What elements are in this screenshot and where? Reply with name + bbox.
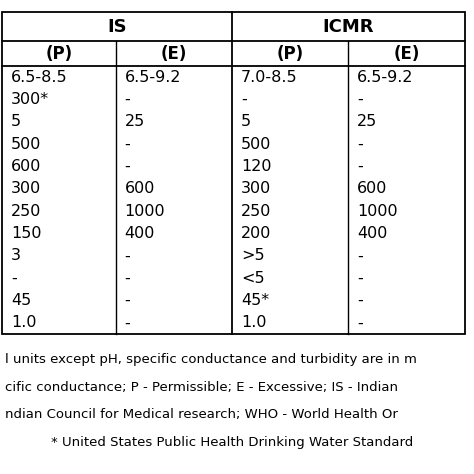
Text: (E): (E): [161, 45, 187, 63]
Text: <5: <5: [241, 271, 264, 286]
Text: 25: 25: [125, 114, 145, 129]
Text: -: -: [357, 248, 363, 264]
Text: >5: >5: [241, 248, 264, 264]
Text: -: -: [125, 159, 130, 174]
Text: 7.0-8.5: 7.0-8.5: [241, 70, 297, 84]
Text: -: -: [357, 271, 363, 286]
Text: cific conductance; P - Permissible; E - Excessive; IS - Indian: cific conductance; P - Permissible; E - …: [5, 381, 398, 393]
Text: 25: 25: [357, 114, 377, 129]
Text: 300: 300: [241, 182, 271, 196]
Text: 250: 250: [11, 204, 41, 219]
Text: 300: 300: [11, 182, 41, 196]
Text: 5: 5: [11, 114, 21, 129]
Text: 45*: 45*: [241, 293, 269, 308]
Text: -: -: [125, 92, 130, 107]
Text: -: -: [357, 159, 363, 174]
Text: -: -: [125, 293, 130, 308]
Text: -: -: [125, 271, 130, 286]
Text: 600: 600: [11, 159, 41, 174]
Text: 600: 600: [125, 182, 155, 196]
Text: 6.5-8.5: 6.5-8.5: [11, 70, 67, 84]
Text: 1.0: 1.0: [241, 316, 266, 330]
Text: 5: 5: [241, 114, 251, 129]
Text: 200: 200: [241, 226, 271, 241]
Text: -: -: [357, 316, 363, 330]
Text: * United States Public Health Drinking Water Standard: * United States Public Health Drinking W…: [51, 436, 413, 448]
Text: 1.0: 1.0: [11, 316, 36, 330]
Text: -: -: [125, 316, 130, 330]
Text: (E): (E): [393, 45, 419, 63]
Text: -: -: [125, 248, 130, 264]
Text: ndian Council for Medical research; WHO - World Health Or: ndian Council for Medical research; WHO …: [5, 408, 398, 421]
Text: IS: IS: [108, 18, 127, 36]
Bar: [2, 12, 465, 334]
Text: 250: 250: [241, 204, 271, 219]
Text: -: -: [357, 137, 363, 152]
Text: 400: 400: [125, 226, 155, 241]
Text: 1000: 1000: [125, 204, 165, 219]
Text: 120: 120: [241, 159, 271, 174]
Text: 150: 150: [11, 226, 41, 241]
Text: 1000: 1000: [357, 204, 398, 219]
Text: 45: 45: [11, 293, 31, 308]
Text: 6.5-9.2: 6.5-9.2: [125, 70, 181, 84]
Text: (P): (P): [46, 45, 73, 63]
Text: -: -: [125, 137, 130, 152]
Text: 3: 3: [11, 248, 21, 264]
Text: 300*: 300*: [11, 92, 49, 107]
Text: l units except pH, specific conductance and turbidity are in m: l units except pH, specific conductance …: [5, 353, 417, 366]
Text: -: -: [357, 92, 363, 107]
Text: 6.5-9.2: 6.5-9.2: [357, 70, 413, 84]
Text: ICMR: ICMR: [323, 18, 374, 36]
Text: (P): (P): [277, 45, 304, 63]
Text: 400: 400: [357, 226, 387, 241]
Text: -: -: [357, 293, 363, 308]
Text: -: -: [11, 271, 17, 286]
Text: -: -: [241, 92, 246, 107]
Text: 600: 600: [357, 182, 387, 196]
Text: 500: 500: [11, 137, 41, 152]
Text: 500: 500: [241, 137, 271, 152]
